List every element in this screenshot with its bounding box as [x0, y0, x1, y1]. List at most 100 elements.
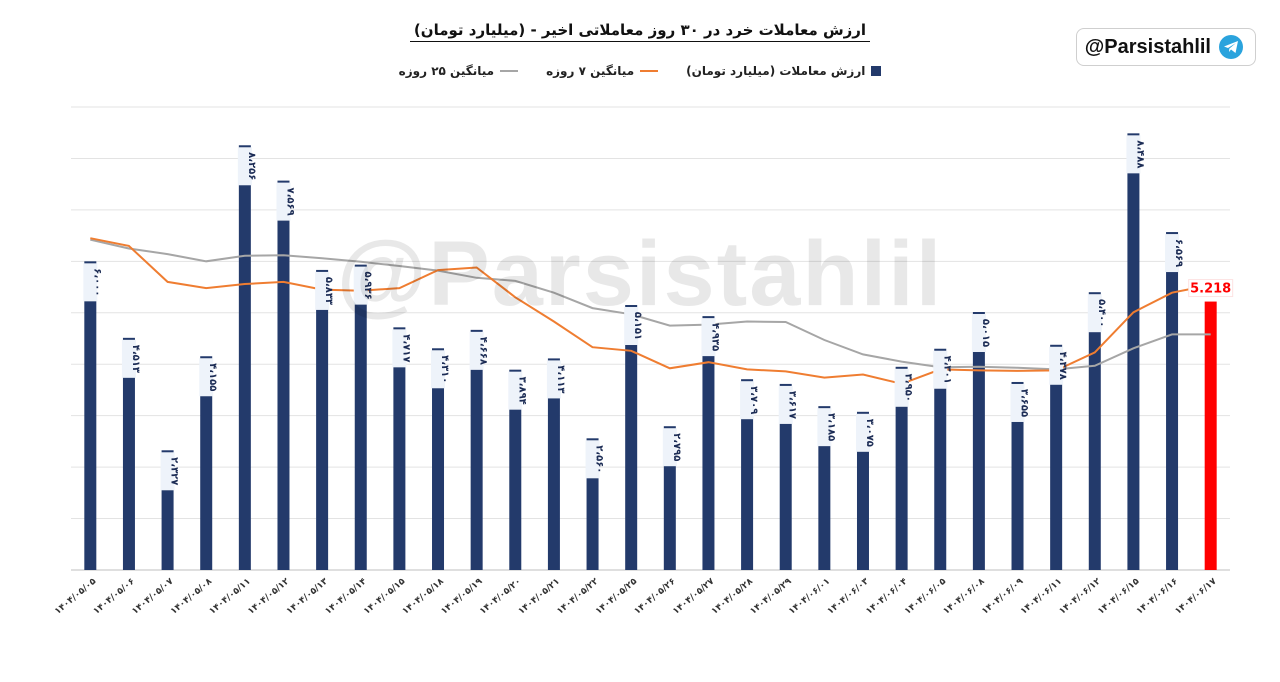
- legend-label-ma25: میانگین ۲۵ روزه: [398, 64, 495, 78]
- brand-handle: @Parsistahlil: [1084, 35, 1211, 58]
- bar: [1050, 344, 1063, 570]
- bar: [702, 316, 715, 570]
- data-label: ۲،۷۹۵: [671, 433, 682, 461]
- data-label-bg: [817, 408, 832, 447]
- data-label: ۳،۷۰۹: [748, 386, 759, 414]
- data-label-bg: [199, 358, 214, 397]
- data-label-bg: [971, 314, 986, 353]
- data-label-bg: [508, 371, 523, 410]
- data-label-bg: [778, 385, 793, 424]
- bar: [1166, 232, 1179, 570]
- bar: [625, 305, 638, 570]
- data-label: ۳،۶۱۷: [787, 391, 798, 419]
- x-tick-label: ۱۴۰۴/۰۵/۰۶: [92, 577, 137, 617]
- data-label-bg: [276, 182, 291, 221]
- legend-swatch-bars: [871, 66, 882, 76]
- x-tick-label: ۱۴۰۴/۰۵/۲۱: [517, 577, 562, 617]
- data-label: ۴،۳۷۸: [1057, 352, 1068, 380]
- data-label: ۸،۲۵۶: [246, 152, 257, 180]
- bar: [972, 312, 985, 570]
- chart-title: ارزش معاملات خرد در ۳۰ روز معاملاتی اخیر…: [409, 21, 871, 42]
- data-label: ۵،۸۳۳: [323, 277, 334, 305]
- data-label: ۴،۱۱۳: [555, 365, 566, 393]
- data-label-bg: [1010, 383, 1025, 422]
- data-label: ۴،۷۱۷: [400, 334, 411, 362]
- data-label-bg: [237, 147, 252, 186]
- bar: [509, 369, 522, 570]
- data-label: ۵،۱۵۱: [632, 312, 643, 340]
- legend-label-ma7: میانگین ۷ روزه: [546, 64, 635, 78]
- x-tick-label: ۱۴۰۴/۰۶/۱۷: [1173, 576, 1219, 616]
- bar: [1088, 292, 1101, 570]
- data-label-bg: [392, 329, 407, 368]
- data-label-bg: [855, 413, 870, 452]
- bar: [895, 366, 908, 570]
- data-label-bg: [83, 263, 98, 302]
- legend-label-bars: ارزش معاملات (میلیارد تومان): [686, 64, 866, 78]
- data-label-bg: [1165, 234, 1180, 273]
- data-label-bg: [546, 360, 561, 399]
- telegram-icon: [1219, 35, 1243, 59]
- data-label-bg: [353, 266, 368, 305]
- bar: [200, 356, 213, 570]
- data-label-bg: [469, 331, 484, 370]
- data-label-bg: [1126, 135, 1141, 174]
- bar: [122, 337, 135, 570]
- bar: [277, 180, 290, 570]
- data-label-bg: [585, 440, 600, 479]
- data-label: ۳،۱۸۵: [825, 413, 836, 441]
- bar: [818, 406, 831, 570]
- data-label: 5.218: [1190, 282, 1231, 297]
- data-label-bg: [1049, 346, 1064, 385]
- data-label: ۲،۵۶۰: [594, 445, 605, 473]
- data-label: ۶،۵۶۹: [1173, 239, 1184, 267]
- data-label-bg: [1188, 279, 1234, 298]
- data-label-bg: [740, 381, 755, 420]
- bar: [354, 264, 367, 570]
- data-label-bg: [624, 307, 639, 346]
- legend-swatch-ma7: [640, 70, 659, 72]
- data-label: ۷،۵۶۹: [284, 188, 295, 216]
- bar: [1127, 133, 1140, 571]
- brand-badge[interactable]: @Parsistahlil: [1075, 28, 1256, 66]
- data-label-bg: [121, 339, 136, 378]
- data-label-bg: [160, 452, 175, 491]
- series-line-ma7: [90, 237, 1211, 385]
- bar: [1204, 301, 1217, 570]
- legend-item-ma7: میانگین ۷ روزه: [546, 64, 659, 78]
- data-label: ۴،۹۳۵: [709, 323, 720, 351]
- data-label-bg: [315, 271, 330, 310]
- x-tick-label: ۱۴۰۴/۰۶/۱۶: [1135, 577, 1180, 617]
- bar: [1011, 381, 1024, 570]
- chart-title-wrap: ارزش معاملات خرد در ۳۰ روز معاملاتی اخیر…: [0, 20, 1280, 42]
- bar: [238, 145, 251, 571]
- x-tick-label: ۱۴۰۴/۰۵/۲۶: [633, 577, 678, 617]
- data-label-bg: [894, 368, 909, 407]
- data-label: ۳،۰۷۵: [864, 419, 875, 447]
- bar: [779, 383, 792, 570]
- bar: [84, 261, 97, 570]
- legend: ارزش معاملات (میلیارد تومان) میانگین ۷ ر…: [0, 64, 1280, 78]
- data-label: ۳،۶۵۵: [1019, 389, 1030, 417]
- legend-item-ma25: میانگین ۲۵ روزه: [398, 64, 519, 78]
- data-label-bg: [662, 428, 677, 467]
- data-label: ۴،۳۰۱: [941, 356, 952, 384]
- data-label-bg: [1087, 294, 1102, 333]
- bar: [316, 269, 329, 570]
- data-label: ۲،۳۲۷: [169, 457, 180, 485]
- data-label: ۵،۰۱۵: [980, 319, 991, 347]
- data-label: ۴،۱۵۵: [207, 363, 218, 391]
- data-label: ۳،۸۹۴: [516, 377, 527, 405]
- data-label: ۴،۵۱۳: [130, 345, 141, 373]
- data-label: ۳،۹۵۰: [903, 374, 914, 402]
- series-line-ma25: [90, 238, 1211, 371]
- bar: [741, 379, 754, 570]
- data-label-bg: [933, 350, 948, 389]
- bar: [432, 348, 445, 570]
- data-label-bg: [701, 318, 716, 357]
- bar: [393, 327, 406, 570]
- bar: [547, 358, 560, 570]
- legend-item-bars: ارزش معاملات (میلیارد تومان): [686, 64, 882, 78]
- data-label: ۸،۴۸۸: [1134, 140, 1145, 168]
